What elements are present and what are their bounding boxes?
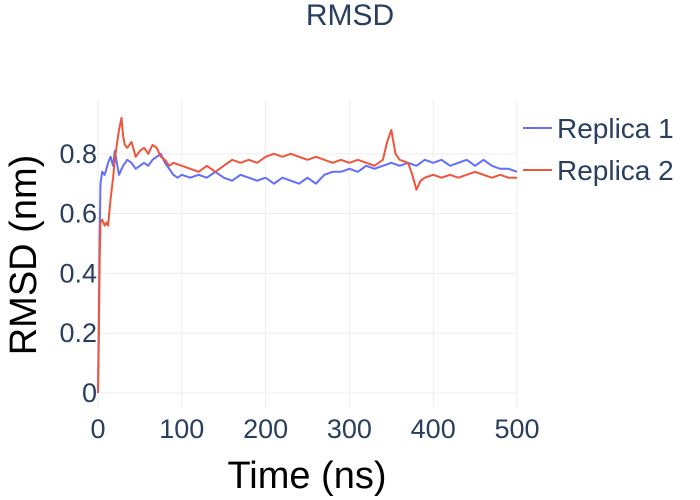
x-tick-label: 500 (494, 414, 539, 444)
x-tick-label: 200 (243, 414, 288, 444)
y-tick-label: 0.8 (59, 139, 97, 169)
legend: Replica 1 Replica 2 (523, 113, 674, 186)
x-tick-label: 300 (327, 414, 372, 444)
chart-title: RMSD (306, 0, 394, 32)
y-tick-label: 0.6 (59, 199, 97, 229)
x-axis-ticks: 0 100 200 300 400 500 (90, 414, 539, 444)
y-tick-label: 0.2 (59, 318, 97, 348)
x-tick-label: 400 (411, 414, 456, 444)
gridlines (97, 100, 518, 408)
plot-series (97, 116, 518, 394)
series-line-2 (97, 116, 517, 394)
legend-label-2: Replica 2 (557, 155, 674, 186)
y-tick-label: 0.4 (59, 258, 97, 288)
legend-label-1: Replica 1 (557, 113, 674, 144)
x-tick-label: 100 (159, 414, 204, 444)
y-tick-label: 0 (82, 378, 97, 408)
y-axis-ticks: 0 0.2 0.4 0.6 0.8 (59, 139, 97, 408)
x-tick-label: 0 (90, 414, 105, 444)
y-axis-title: RMSD (nm) (3, 155, 45, 356)
series-line-1 (97, 149, 518, 394)
x-axis-title: Time (ns) (227, 455, 386, 497)
